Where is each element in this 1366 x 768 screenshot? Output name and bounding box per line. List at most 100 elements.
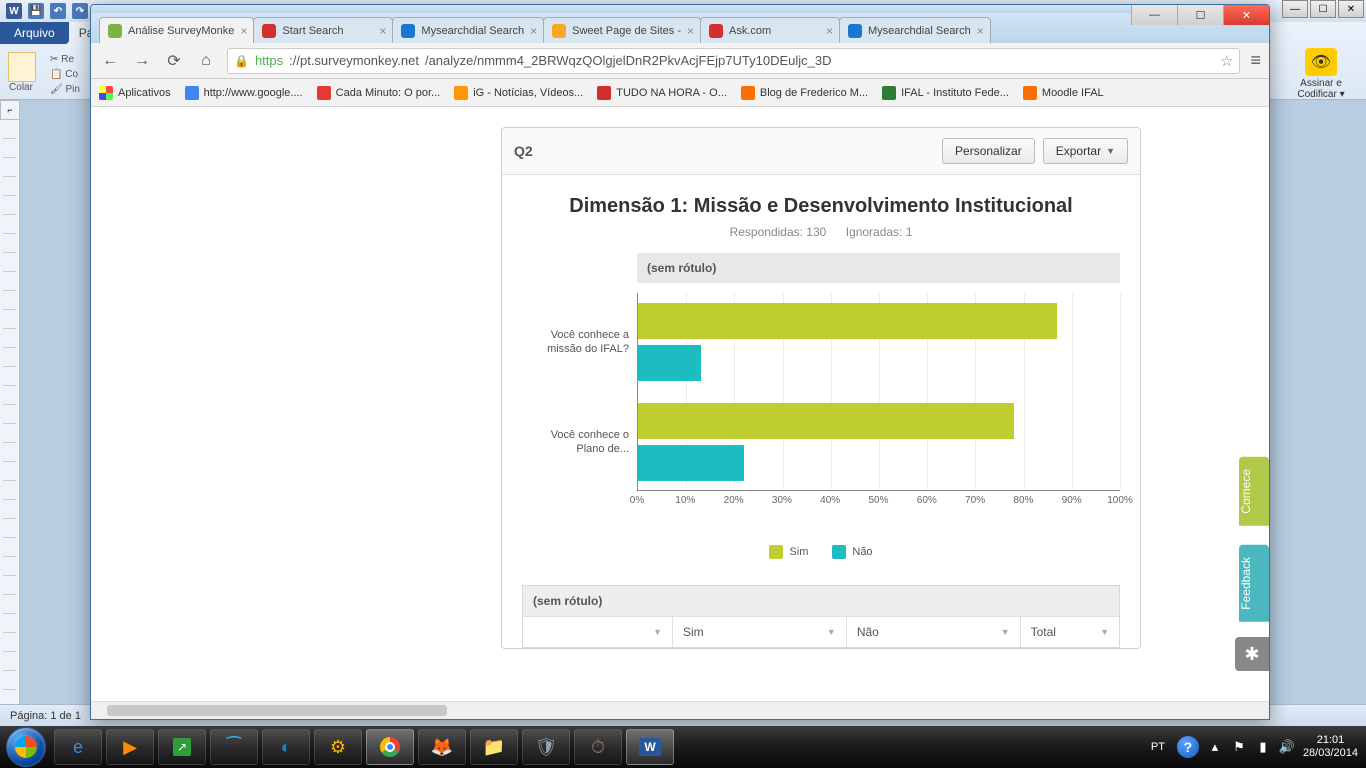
copy-partial[interactable]: 📋 Co [50, 67, 80, 82]
bookmark-item[interactable]: TUDO NA HORA - O... [597, 86, 727, 100]
word-redo-icon[interactable]: ↷ [72, 3, 88, 19]
tab-close-icon[interactable]: × [530, 24, 537, 38]
x-tick-label: 80% [1013, 495, 1033, 506]
task-media[interactable]: ▶ [106, 729, 154, 765]
forward-button[interactable]: → [131, 50, 153, 72]
bookmark-item[interactable]: Blog de Frederico M... [741, 86, 868, 100]
help-button[interactable]: ? [1177, 736, 1199, 758]
tab-close-icon[interactable]: × [379, 24, 386, 38]
horizontal-scrollbar[interactable] [91, 701, 1269, 719]
chrome-close-button[interactable]: ✕ [1223, 5, 1269, 25]
page-content: Q2 Personalizar Exportar▼ Dimensão 1: Mi… [91, 107, 1269, 701]
word-undo-icon[interactable]: ↶ [50, 3, 66, 19]
tab-favicon [262, 24, 276, 38]
task-shield[interactable]: 🛡 [522, 729, 570, 765]
task-ie[interactable]: e [54, 729, 102, 765]
tab-favicon [848, 24, 862, 38]
tray-arrow-icon[interactable]: ▴ [1207, 739, 1223, 755]
x-tick-label: 60% [917, 495, 937, 506]
answered-count: Respondidas: 130 [730, 225, 827, 239]
bookmark-item[interactable]: Cada Minuto: O por... [317, 86, 441, 100]
question-number: Q2 [514, 143, 533, 159]
sort-caret-icon: ▼ [827, 627, 836, 637]
sort-caret-icon: ▼ [1100, 627, 1109, 637]
chart-x-axis: 0%10%20%30%40%50%60%70%80%90%100% [637, 495, 1120, 515]
browser-tab[interactable]: Start Search × [253, 17, 393, 43]
chrome-menu-button[interactable]: ≡ [1250, 50, 1261, 71]
export-button[interactable]: Exportar▼ [1043, 138, 1128, 164]
bookmark-item[interactable]: iG - Notícias, Vídeos... [454, 86, 583, 100]
browser-tab[interactable]: Análise SurveyMonke × [99, 17, 254, 43]
chrome-tabstrip: Análise SurveyMonke × Start Search × Mys… [91, 13, 1269, 43]
task-app2[interactable]: ◐ [262, 729, 310, 765]
tab-close-icon[interactable]: × [240, 24, 247, 38]
bookmark-item[interactable]: Moodle IFAL [1023, 86, 1104, 100]
personalize-button[interactable]: Personalizar [942, 138, 1035, 164]
table-header-cell[interactable]: ▼ [523, 617, 672, 647]
cut-partial[interactable]: ✂ Re [50, 52, 80, 67]
clock-time: 21:01 [1303, 734, 1358, 747]
word-save-icon[interactable]: 💾 [28, 3, 44, 19]
task-app3[interactable]: ⚙ [314, 729, 362, 765]
legend-item: Não [832, 545, 872, 559]
gridline [1120, 293, 1121, 490]
bookmark-favicon [1023, 86, 1037, 100]
windows-taskbar: e ▶ ↗ ⁀ ◐ ⚙ 🦊 📁 🛡 ⏱ W PT ? ▴ ⚑ ▮ 🔊 21:01… [0, 726, 1366, 768]
x-tick-label: 50% [868, 495, 888, 506]
task-firefox[interactable]: 🦊 [418, 729, 466, 765]
apps-shortcut[interactable]: Aplicativos [99, 86, 171, 100]
start-side-tab[interactable]: Comece [1239, 457, 1269, 526]
browser-tab[interactable]: Mysearchdial Search × [392, 17, 544, 43]
chrome-window: — ☐ ✕ Análise SurveyMonke × Start Search… [90, 4, 1270, 720]
bookmarks-bar: Aplicativos http://www.google.... Cada Mi… [91, 79, 1269, 107]
word-maximize-button[interactable]: ☐ [1310, 0, 1336, 18]
address-bar[interactable]: 🔒 https://pt.surveymonkey.net/analyze/nm… [227, 48, 1240, 74]
home-button[interactable]: ⌂ [195, 50, 217, 72]
word-minimize-button[interactable]: — [1282, 0, 1308, 18]
start-button[interactable] [6, 727, 46, 767]
legend-item: Sim [769, 545, 808, 559]
chrome-maximize-button[interactable]: ☐ [1177, 5, 1223, 25]
word-app-icon: W [6, 3, 22, 19]
question-meta: Respondidas: 130 Ignoradas: 1 [502, 225, 1140, 253]
table-header-cell[interactable]: Não▼ [846, 617, 1020, 647]
back-button[interactable]: ← [99, 50, 121, 72]
word-file-tab[interactable]: Arquivo [0, 22, 69, 44]
task-app1[interactable]: ↗ [158, 729, 206, 765]
task-word[interactable]: W [626, 729, 674, 765]
painter-partial[interactable]: 🖌 Pin [50, 82, 80, 97]
bookmark-star-icon[interactable]: ☆ [1220, 52, 1233, 70]
task-explorer[interactable]: 📁 [470, 729, 518, 765]
chrome-minimize-button[interactable]: — [1131, 5, 1177, 25]
browser-tab[interactable]: Ask.com × [700, 17, 840, 43]
tray-network-icon[interactable]: ▮ [1255, 739, 1271, 755]
paste-icon[interactable] [8, 52, 36, 82]
table-header-cell[interactable]: Total▼ [1020, 617, 1119, 647]
tray-flag-icon[interactable]: ⚑ [1231, 739, 1247, 755]
bookmark-favicon [454, 86, 468, 100]
bookmark-item[interactable]: IFAL - Instituto Fede... [882, 86, 1009, 100]
reload-button[interactable]: ⟳ [163, 50, 185, 72]
language-indicator[interactable]: PT [1147, 739, 1169, 755]
chrome-titlebar[interactable] [91, 5, 1269, 13]
tab-favicon [709, 24, 723, 38]
bookmark-item[interactable]: http://www.google.... [185, 86, 303, 100]
task-chrome[interactable] [366, 729, 414, 765]
chevron-down-icon: ▼ [1106, 146, 1115, 156]
ruler-tab-selector[interactable]: ⌐ [0, 100, 20, 120]
question-header: Q2 Personalizar Exportar▼ [502, 128, 1140, 175]
table-header-cell[interactable]: Sim▼ [672, 617, 846, 647]
paste-label: Colar [8, 82, 34, 93]
tray-clock[interactable]: 21:01 28/03/2014 [1303, 734, 1358, 760]
tab-close-icon[interactable]: × [687, 24, 694, 38]
tab-close-icon[interactable]: × [977, 24, 984, 38]
browser-tab[interactable]: Mysearchdial Search × [839, 17, 991, 43]
tray-volume-icon[interactable]: 🔊 [1279, 739, 1295, 755]
task-gauge[interactable]: ⏱ [574, 729, 622, 765]
bug-report-button[interactable]: ✱ [1235, 637, 1269, 671]
task-wifi[interactable]: ⁀ [210, 729, 258, 765]
tab-close-icon[interactable]: × [826, 24, 833, 38]
browser-tab[interactable]: Sweet Page de Sites - × [543, 17, 701, 43]
word-close-button[interactable]: ✕ [1338, 0, 1364, 18]
feedback-side-tab[interactable]: Feedback [1239, 545, 1269, 622]
